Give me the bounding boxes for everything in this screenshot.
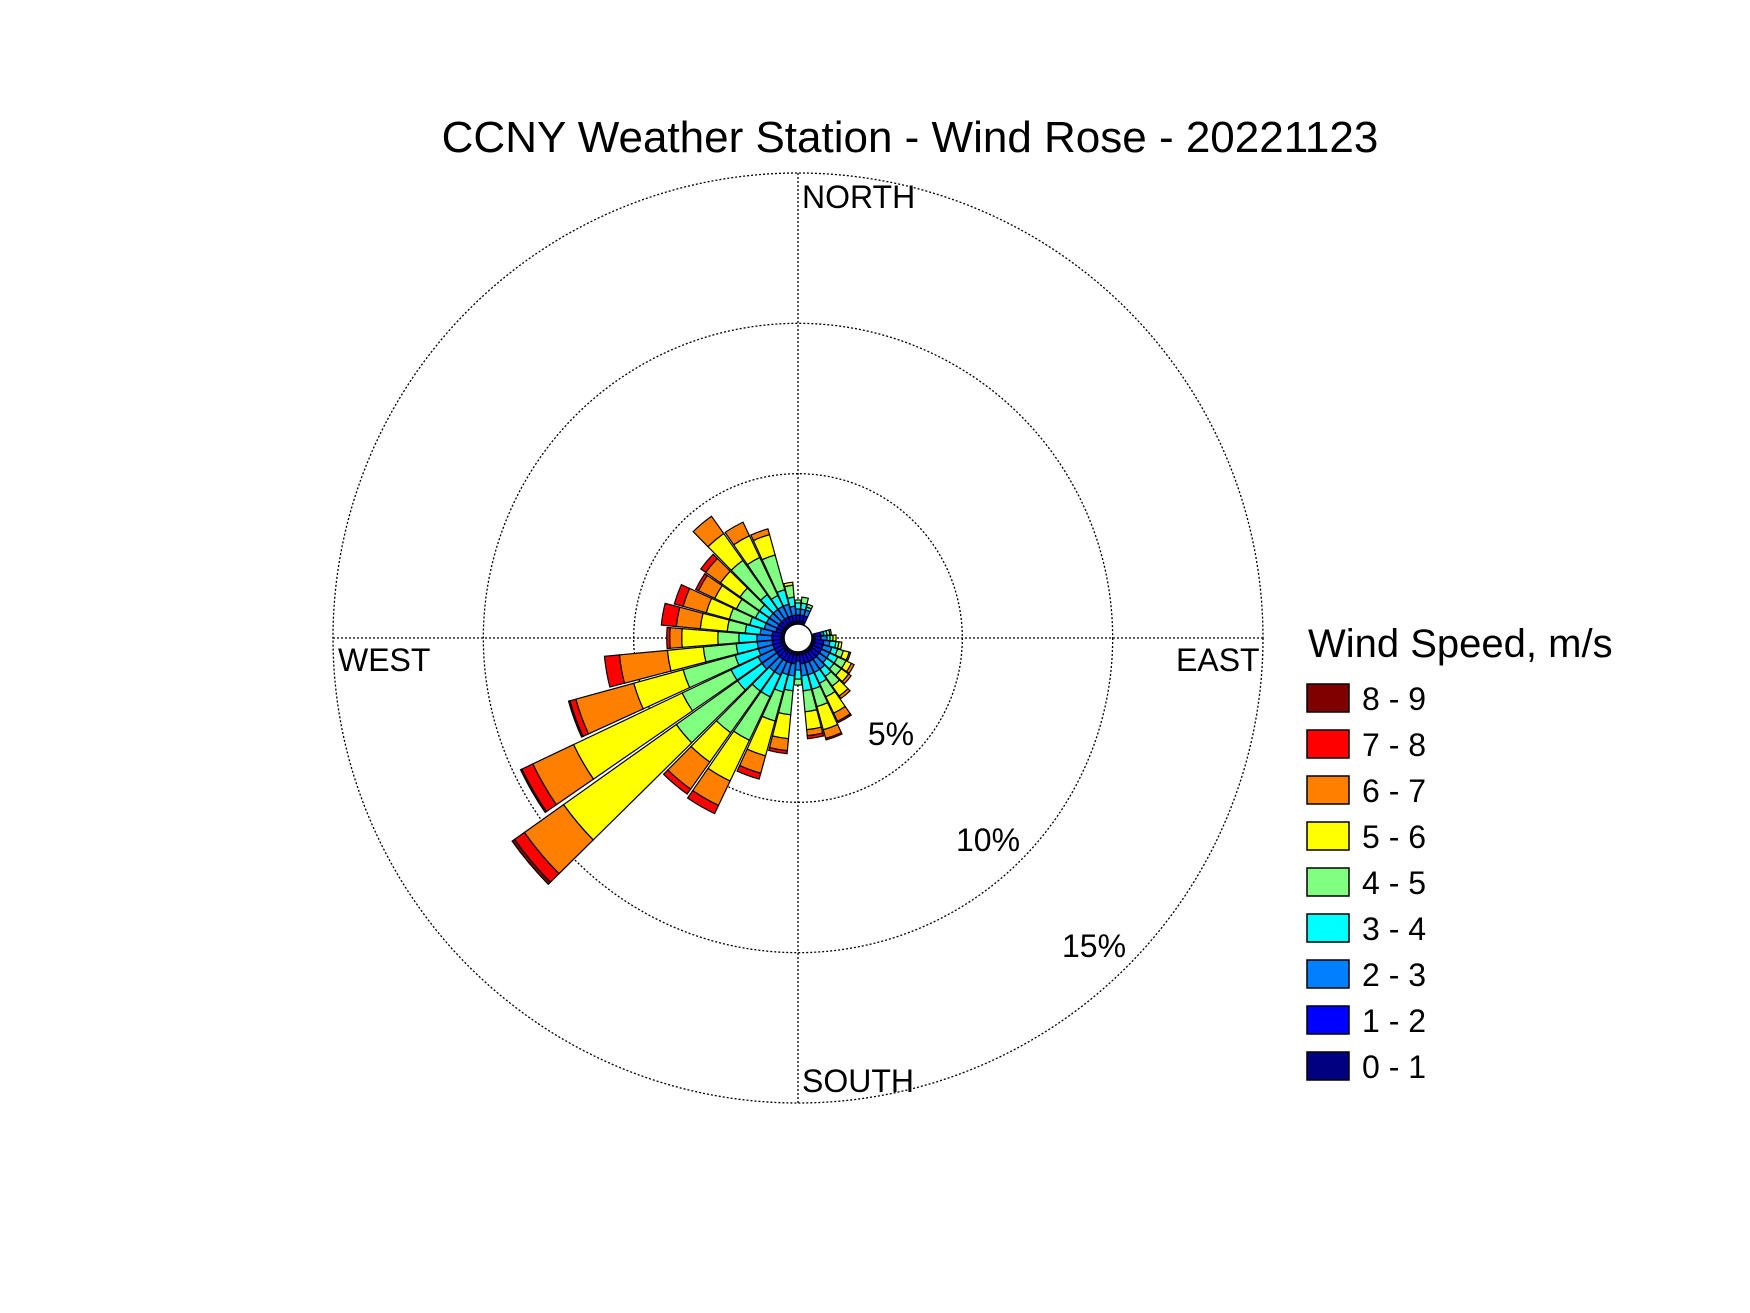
sector-150-bin-7-8: [836, 713, 853, 724]
sector-230-bin-8-9: [511, 838, 552, 886]
grid-ring-10: [482, 322, 1114, 954]
sector-270-bin-4-5: [717, 630, 740, 646]
legend-swatch-7-8: [1306, 729, 1350, 759]
sector-0-bin-4-5: [794, 599, 802, 604]
sector-270-bin-7-8: [666, 626, 671, 650]
sector-140-bin-6-7: [838, 687, 851, 700]
sector-270-bin-6-7: [669, 627, 683, 649]
ring-label-15: 15%: [1062, 928, 1126, 964]
sector-110-bin-6-7: [845, 651, 852, 662]
east-label: EAST: [1176, 642, 1260, 678]
sector-180-bin-4-5: [793, 678, 803, 686]
sector-0-bin-2-3: [795, 608, 801, 616]
sector-20-bin-4-5: [805, 603, 814, 610]
sector-130-bin-6-7: [841, 673, 852, 685]
legend-title: Wind Speed, m/s: [1308, 622, 1613, 666]
sector-10-bin-4-5: [800, 596, 810, 605]
sector-210-bin-7-8: [686, 789, 720, 815]
ring-label-10: 10%: [956, 822, 1020, 858]
legend-swatch-1-2: [1306, 1005, 1350, 1035]
sector-240-bin-8-9: [519, 768, 548, 814]
legend-label-6-7: 6 - 7: [1362, 773, 1426, 809]
sector-160-bin-7-8: [824, 731, 843, 741]
legend-swatch-3-4: [1306, 913, 1350, 943]
sector-320-bin-6-7: [692, 515, 725, 548]
sector-300-bin-7-8: [694, 572, 709, 592]
sector-330-bin-6-7: [724, 521, 751, 546]
legend-label-8-9: 8 - 9: [1362, 681, 1426, 717]
chart-title: CCNY Weather Station - Wind Rose - 20221…: [442, 113, 1379, 162]
sector-90-bin-2-3: [820, 635, 828, 641]
sector-340-bin-6-7: [750, 528, 771, 542]
sector-100-bin-5-6: [836, 641, 843, 650]
sector-0-bin-3-4: [794, 602, 802, 610]
sector-270-bin-3-4: [738, 632, 758, 644]
sector-190-bin-7-8: [767, 746, 789, 755]
legend-swatch-8-9: [1306, 683, 1350, 713]
wind-sectors: [511, 515, 855, 886]
center-hole: [783, 623, 813, 653]
sector-170-bin-7-8: [806, 732, 825, 740]
sector-290-bin-7-8: [673, 583, 691, 608]
legend-label-3-4: 3 - 4: [1362, 911, 1426, 947]
sector-80-bin-5-6: [828, 628, 833, 636]
sector-250-bin-8-9: [567, 700, 584, 738]
sector-270-bin-5-6: [681, 628, 719, 648]
legend-swatch-0-1: [1306, 1051, 1350, 1081]
sector-220-bin-7-8: [662, 769, 692, 795]
ring-label-5: 5%: [868, 716, 914, 752]
sector-180-bin-3-4: [794, 669, 802, 680]
legend-label-0-1: 0 - 1: [1362, 1049, 1426, 1085]
south-label: SOUTH: [802, 1063, 914, 1099]
sector-310-bin-7-8: [699, 553, 719, 574]
legend-swatch-5-6: [1306, 821, 1350, 851]
legend-label-1-2: 1 - 2: [1362, 1003, 1426, 1039]
north-label: NORTH: [802, 179, 915, 215]
legend-swatch-4-5: [1306, 867, 1350, 897]
legend: 8 - 9 7 - 8 6 - 7 5 - 6 4 - 5 3 - 4 2 - 3 1 - 2…: [1306, 681, 1426, 1085]
sector-260-bin-7-8: [603, 654, 626, 688]
west-label: WEST: [338, 642, 430, 678]
legend-swatch-2-3: [1306, 959, 1350, 989]
legend-label-7-8: 7 - 8: [1362, 727, 1426, 763]
legend-swatch-6-7: [1306, 775, 1350, 805]
sector-90-bin-5-6: [832, 634, 837, 642]
sector-350-bin-5-6: [783, 581, 794, 588]
sector-120-bin-6-7: [845, 662, 855, 675]
legend-label-2-3: 2 - 3: [1362, 957, 1426, 993]
legend-label-5-6: 5 - 6: [1362, 819, 1426, 855]
legend-label-4-5: 4 - 5: [1362, 865, 1426, 901]
sector-280-bin-7-8: [660, 602, 681, 628]
sector-200-bin-7-8: [736, 764, 762, 780]
